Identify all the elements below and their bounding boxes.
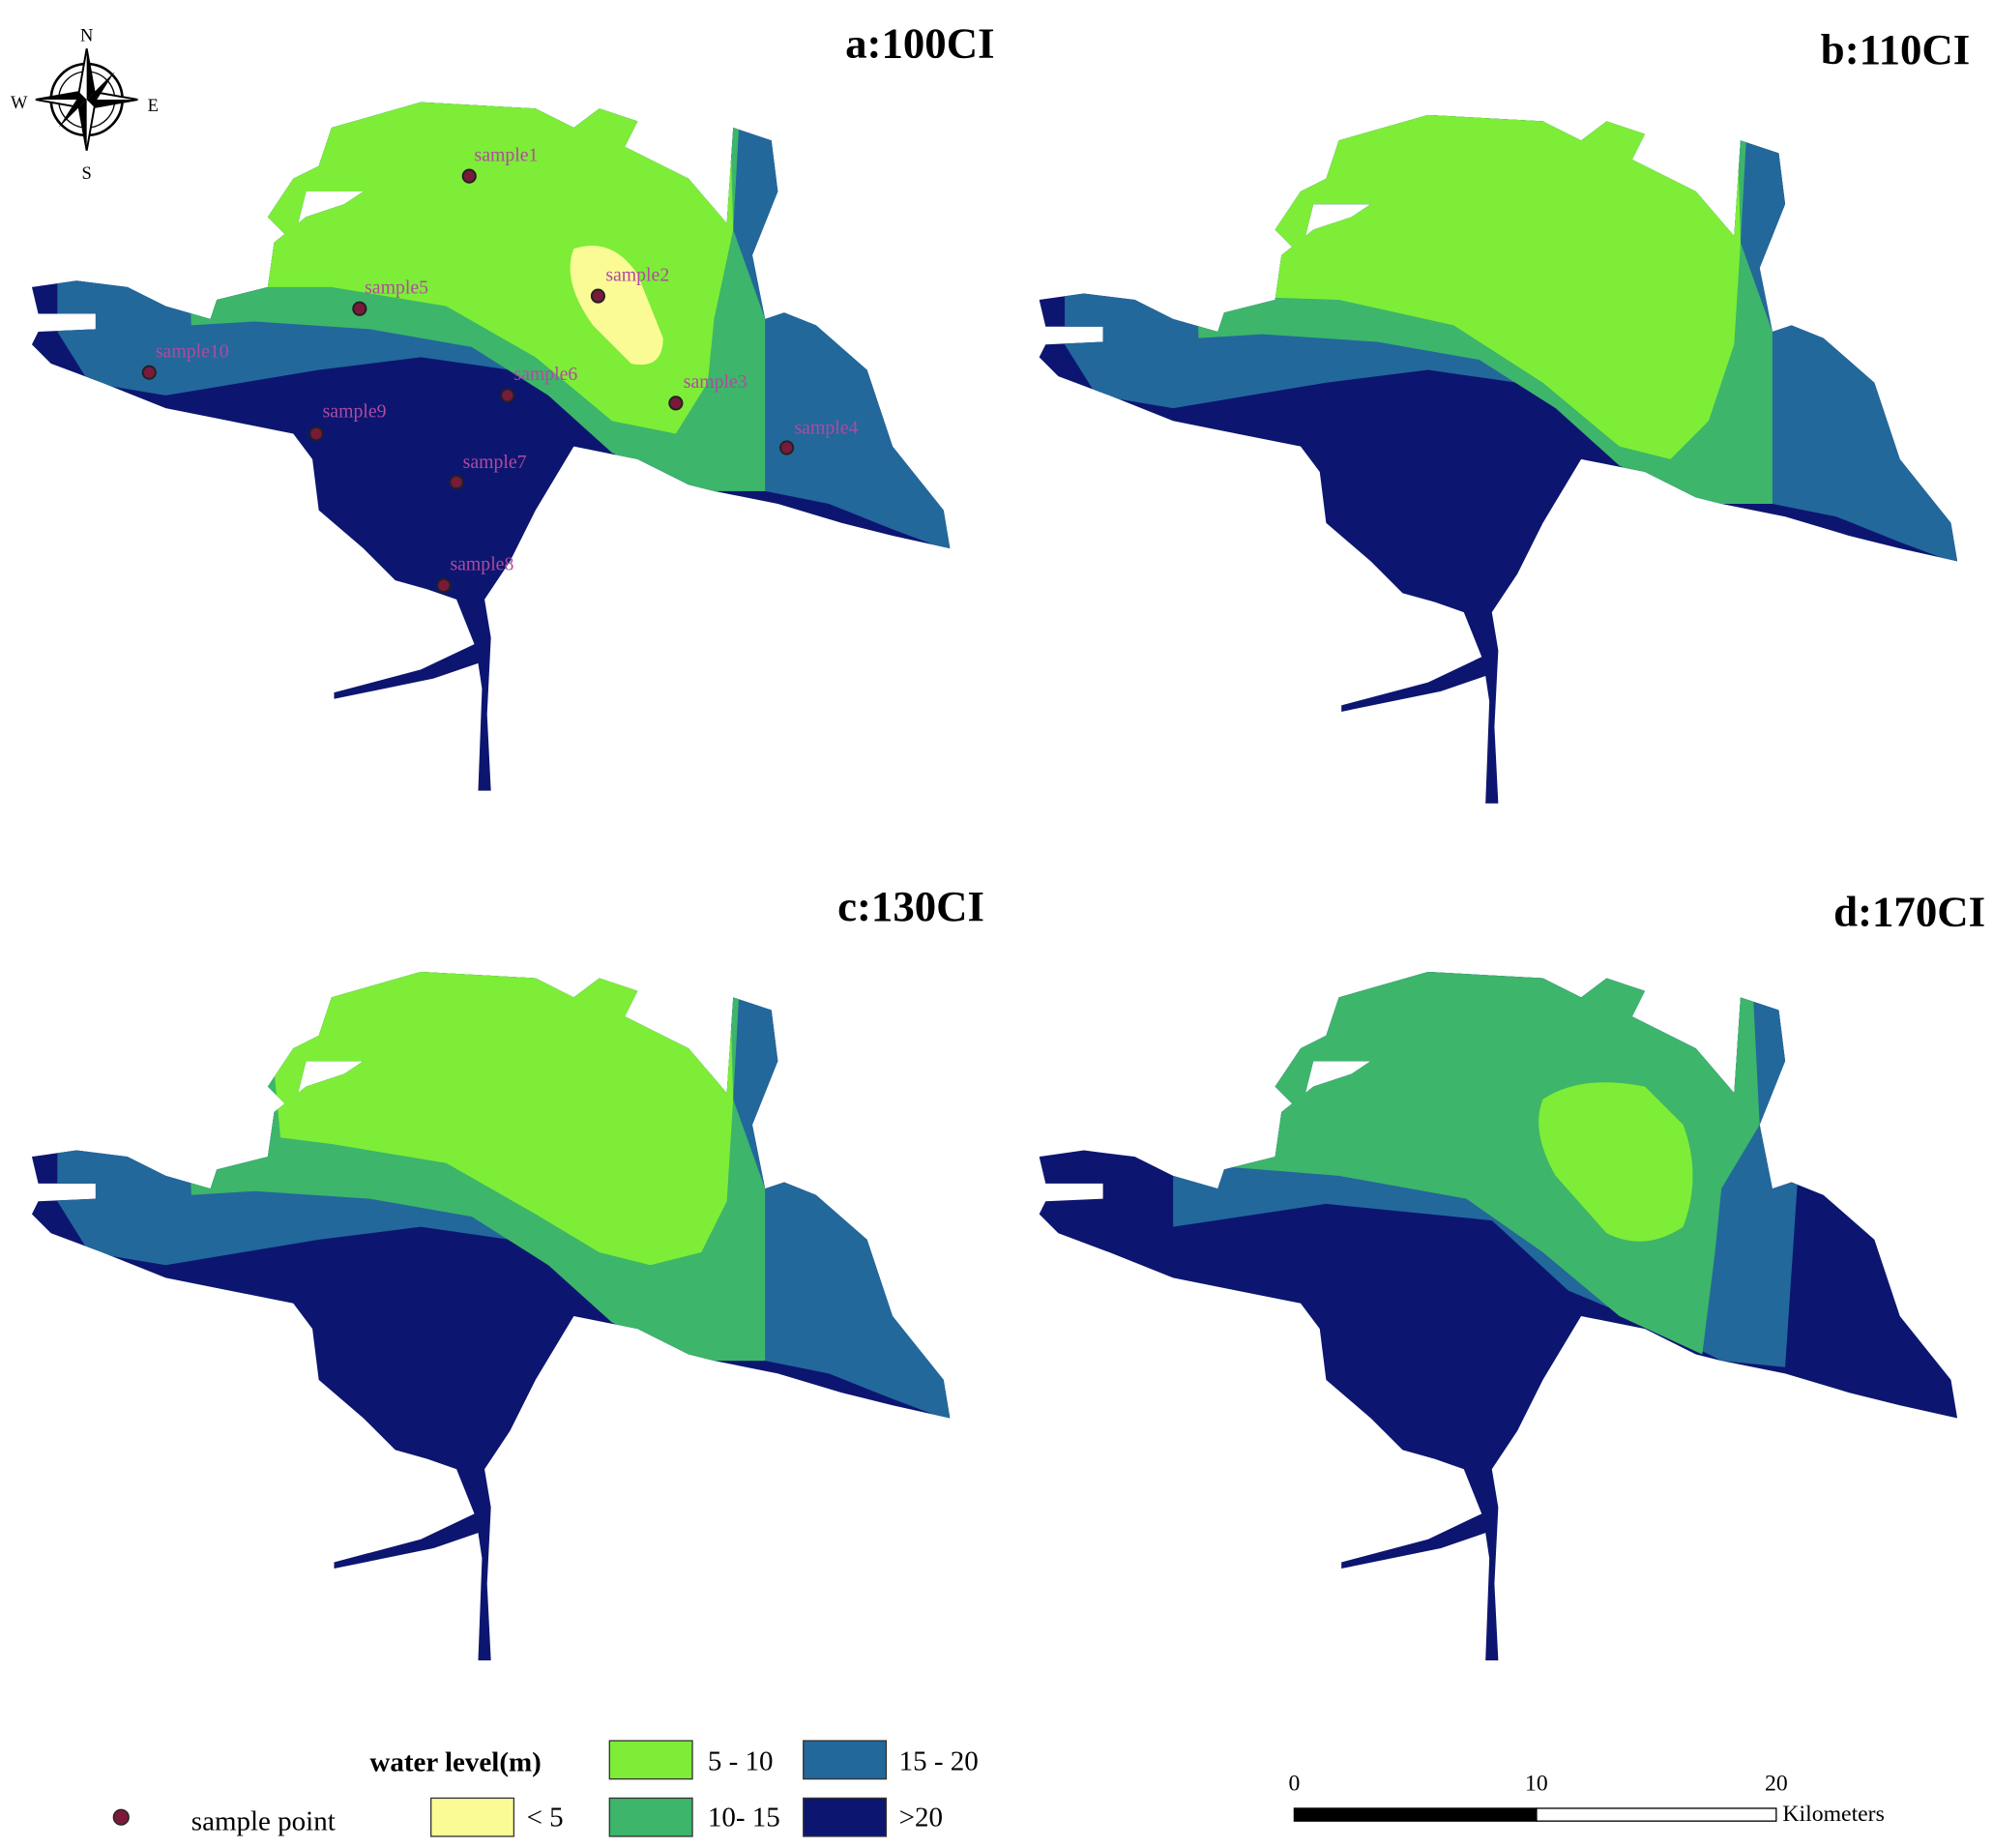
sample-label: sample2 [605, 264, 669, 285]
scale-segment [1293, 1807, 1538, 1822]
sample-dot [590, 288, 606, 304]
map-panel [1039, 971, 1958, 1661]
sample-dot [461, 168, 477, 184]
legend-label: 15 - 20 [899, 1745, 979, 1776]
sample-labels: sample1 sample2 sample3 sample4 sample5 … [156, 144, 859, 574]
sample-dot [449, 475, 464, 490]
legend-label: >20 [899, 1802, 943, 1833]
sample-dot [141, 365, 157, 380]
scale-tick-label: 10 [1525, 1772, 1548, 1797]
scale-segment [1536, 1807, 1777, 1822]
sample-label: sample10 [156, 340, 229, 362]
sample-dot [500, 388, 515, 403]
compass: N S W E [11, 25, 159, 182]
legend-label: 10- 15 [708, 1802, 780, 1833]
sample-dot [352, 301, 367, 316]
sample-dot [779, 440, 795, 455]
panel-title: a:100CI [845, 18, 994, 67]
sample-label: sample1 [475, 144, 539, 165]
sample-label: sample7 [463, 452, 527, 473]
legend-swatch [803, 1797, 888, 1837]
legend-dot [112, 1808, 130, 1826]
panel-title: b:110CI [1821, 25, 1970, 73]
legend-swatch [608, 1797, 693, 1837]
map-panel [1039, 114, 1958, 804]
sample-dot [436, 577, 452, 593]
legend-label: < 5 [527, 1802, 564, 1833]
scale-unit: Kilometers [1782, 1802, 1884, 1827]
legend-title: water level(m) [369, 1747, 541, 1778]
legend: sample point water level(m) < 5 5 - 10 1… [112, 1740, 979, 1837]
panel-title: d:170CI [1833, 887, 1985, 935]
compass-label: S [82, 163, 92, 183]
scale-bar: 0 10 20 Kilometers [1288, 1772, 1884, 1828]
map-panel [31, 971, 951, 1661]
legend-label: 5 - 10 [708, 1745, 774, 1776]
sample-dot [308, 425, 324, 442]
legend-swatch [803, 1740, 888, 1780]
compass-label: N [80, 25, 93, 44]
compass-label: W [11, 93, 28, 112]
panel-title: c:130CI [837, 882, 984, 930]
sample-dot [668, 396, 684, 411]
sample-label: sample9 [323, 400, 387, 422]
sample-label: sample5 [365, 277, 428, 298]
scale-tick-label: 0 [1288, 1772, 1300, 1797]
scale-tick-label: 20 [1765, 1772, 1788, 1797]
sample-label: sample3 [684, 371, 747, 393]
legend-label: sample point [191, 1805, 336, 1836]
sample-label: sample6 [513, 364, 577, 385]
compass-label: E [148, 96, 159, 115]
sample-points [141, 168, 795, 593]
sample-label: sample8 [450, 554, 513, 575]
legend-swatch [430, 1797, 515, 1837]
legend-swatch [608, 1740, 693, 1780]
sample-label: sample4 [794, 417, 858, 438]
map-panel [31, 102, 951, 791]
